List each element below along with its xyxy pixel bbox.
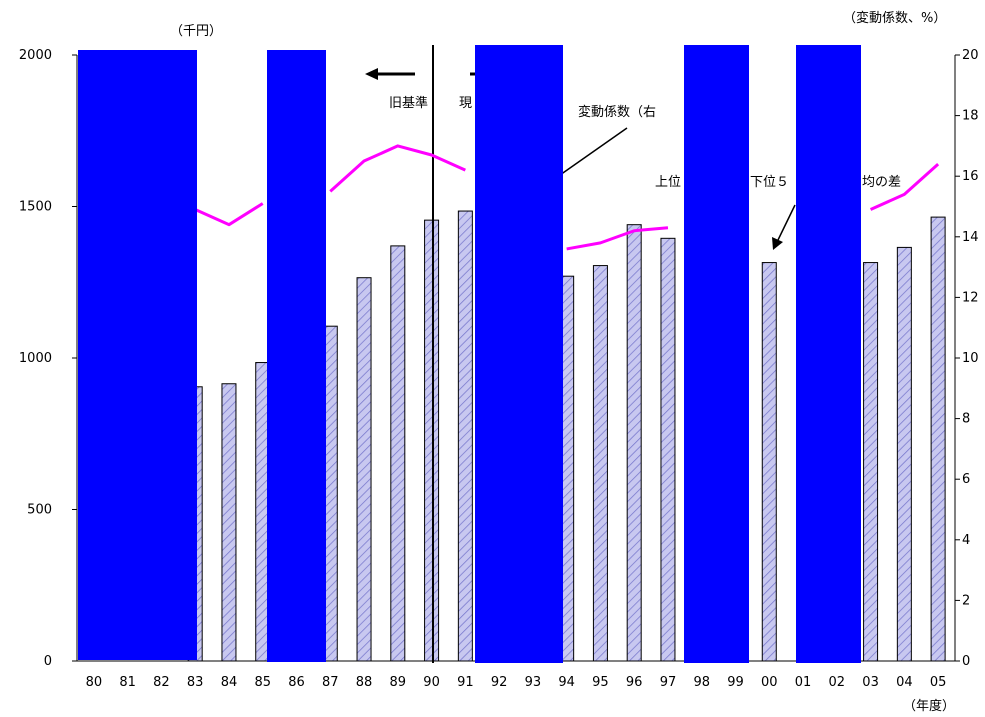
left-tick-label: 1500: [19, 200, 52, 215]
right-tick-label: 20: [962, 48, 979, 63]
gap-annotation-label-b: 下位５: [750, 175, 789, 190]
cv-line-segment: [329, 144, 466, 193]
right-tick-label: 10: [962, 351, 979, 366]
left-tick-label: 500: [27, 503, 52, 518]
bar: [896, 246, 912, 662]
x-axis-ticks: 80 81 82 83 84 85 86 87 88 89 90 91 92 93 94 95 96 97 98 99…: [86, 675, 947, 690]
cv-line-segment: [869, 162, 940, 211]
x-tick-label: 87: [322, 675, 339, 690]
right-tick-label: 2: [962, 593, 970, 608]
cv-annotation-label: 変動係数（右: [578, 104, 656, 120]
x-tick-label: 83: [187, 675, 204, 690]
left-axis-unit-label: （千円）: [170, 24, 222, 39]
right-tick-label: 8: [962, 412, 970, 427]
bar: [592, 265, 608, 662]
left-axis-ticks: 0 500 1000 1500 2000: [19, 48, 77, 669]
redaction-block-5: [796, 45, 861, 663]
cv-line-segment: [194, 202, 264, 227]
left-tick-label: 0: [44, 654, 52, 669]
x-tick-label: 02: [829, 675, 846, 690]
x-axis-unit-label: （年度）: [903, 698, 955, 714]
redaction-block-1: [78, 50, 197, 660]
old-standard-arrow: [365, 68, 415, 80]
bar: [863, 262, 879, 662]
x-tick-label: 81: [119, 675, 136, 690]
bar: [221, 383, 237, 662]
bar: [660, 237, 676, 662]
x-tick-label: 80: [86, 675, 103, 690]
redaction-block-4: [684, 45, 749, 663]
x-tick-label: 90: [423, 675, 440, 690]
x-tick-label: 01: [795, 675, 812, 690]
x-tick-label: 95: [592, 675, 609, 690]
right-tick-label: 16: [962, 169, 979, 184]
x-tick-label: 89: [390, 675, 407, 690]
x-tick-label: 94: [558, 675, 575, 690]
old-standard-label: 旧基準: [389, 95, 428, 111]
redaction-block-2: [267, 50, 326, 662]
left-tick-label: 1000: [19, 351, 52, 366]
cv-line-segment: [566, 226, 669, 251]
bar: [761, 262, 777, 662]
right-tick-label: 12: [962, 290, 979, 305]
x-tick-label: 85: [254, 675, 271, 690]
x-tick-label: 93: [525, 675, 542, 690]
x-tick-label: 05: [930, 675, 947, 690]
bar: [457, 210, 473, 662]
bar: [626, 224, 642, 662]
bar: [424, 219, 440, 662]
bar-series: [187, 210, 946, 662]
x-tick-label: 88: [356, 675, 373, 690]
right-axis-ticks: 0 2 4 6 8 10 12 14 16 18 20: [955, 48, 979, 669]
x-tick-label: 86: [288, 675, 305, 690]
cv-line-series: [194, 144, 940, 251]
right-tick-label: 0: [962, 654, 970, 669]
bar: [356, 277, 372, 662]
gap-annotation-label-a: 上位: [655, 175, 681, 190]
right-tick-label: 4: [962, 533, 970, 548]
x-tick-label: 03: [862, 675, 879, 690]
gap-annotation-label-c: 均の差: [862, 175, 901, 190]
bar: [930, 216, 946, 662]
x-tick-label: 92: [491, 675, 508, 690]
x-tick-label: 00: [761, 675, 778, 690]
x-tick-label: 99: [727, 675, 744, 690]
x-tick-label: 97: [660, 675, 677, 690]
x-tick-label: 84: [221, 675, 238, 690]
bar: [390, 245, 406, 662]
right-axis-unit-label: （変動係数、%）: [843, 10, 946, 26]
x-tick-label: 82: [153, 675, 170, 690]
right-tick-label: 14: [962, 230, 979, 245]
right-tick-label: 6: [962, 472, 970, 487]
cv-annotation-pointer: [559, 127, 628, 176]
x-tick-label: 96: [626, 675, 643, 690]
right-tick-label: 18: [962, 109, 979, 124]
x-tick-label: 98: [693, 675, 710, 690]
redaction-block-3: [475, 45, 563, 663]
x-tick-label: 04: [896, 675, 913, 690]
left-tick-label: 2000: [19, 48, 52, 63]
gap-annotation-pointer: [772, 204, 796, 250]
current-standard-label: 現: [459, 96, 472, 111]
x-tick-label: 91: [457, 675, 474, 690]
